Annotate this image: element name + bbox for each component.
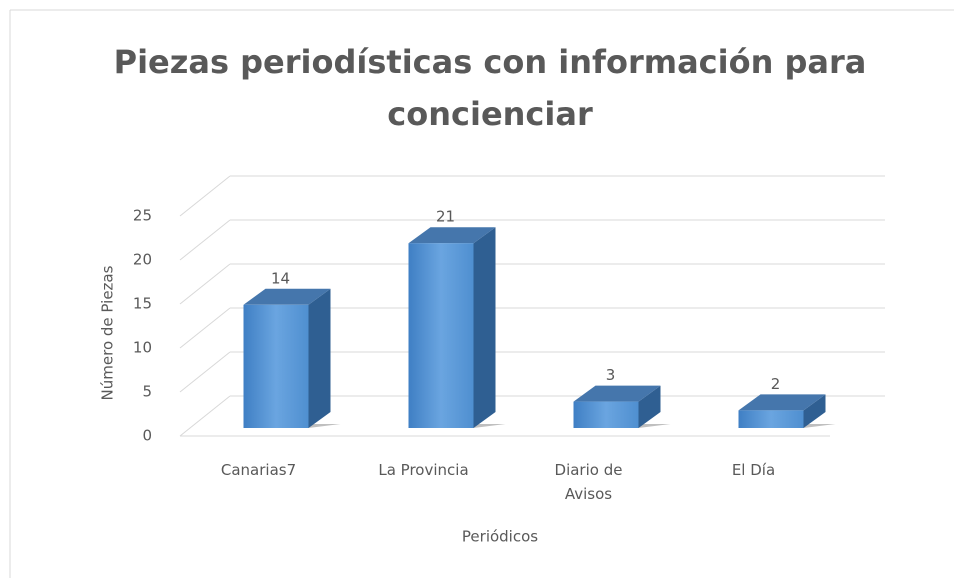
bar-top	[243, 288, 331, 305]
x-tick-label: Diario de Avisos	[554, 461, 623, 503]
y-tick-label: 10	[133, 339, 152, 357]
y-tick-label: 5	[142, 383, 152, 401]
bar	[738, 410, 804, 428]
grid-line	[179, 395, 231, 437]
bar-top	[408, 227, 496, 244]
bar-top	[738, 394, 826, 411]
bar-side	[638, 385, 661, 428]
y-tick-label: 25	[133, 207, 152, 225]
x-tick-label: El Día	[731, 461, 776, 479]
x-tick-label: La Provincia	[378, 461, 469, 479]
chart-title: Piezas periodísticas con información par…	[113, 43, 867, 133]
data-label: 3	[606, 366, 616, 384]
bar-side	[473, 227, 496, 428]
bar	[573, 401, 639, 428]
data-label: 14	[271, 269, 290, 287]
y-tick-label: 0	[142, 427, 152, 445]
grid-line	[179, 351, 231, 393]
grid-line	[179, 175, 231, 217]
bar	[408, 243, 474, 428]
bar-side	[803, 394, 826, 428]
grid-line	[179, 307, 231, 349]
bar-top	[573, 385, 661, 402]
grid-line	[179, 219, 231, 261]
data-label: 21	[436, 208, 455, 226]
y-axis-title: Número de Piezas	[99, 265, 117, 400]
x-tick-label: Canarias7	[220, 461, 297, 479]
y-tick-label: 15	[133, 295, 152, 313]
grid-line	[179, 263, 231, 305]
data-label: 2	[771, 375, 781, 393]
bar-side	[308, 288, 331, 428]
bar	[243, 304, 309, 428]
x-axis-title: Periódicos	[462, 528, 538, 546]
y-tick-label: 20	[133, 251, 152, 269]
